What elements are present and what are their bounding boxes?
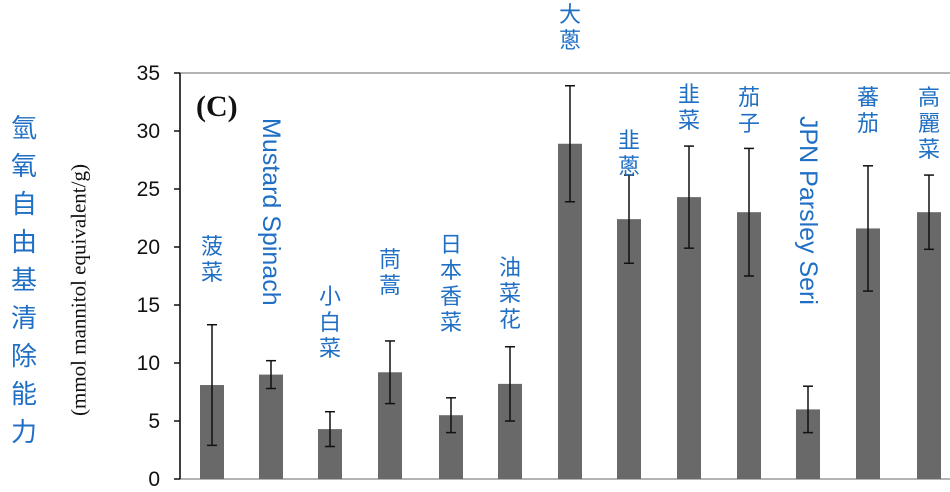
y-tick-label: 35 (137, 62, 160, 85)
category-label: 菜 (499, 282, 521, 307)
category-label: 菠 (201, 235, 223, 260)
category-label: 小 (319, 285, 341, 310)
category-label: 茄 (738, 86, 760, 111)
y-tick-label: 15 (137, 294, 160, 317)
bar (259, 374, 283, 479)
y-axis: 0 5 10 15 20 25 30 35 (137, 62, 181, 491)
category-label: 蕃 (857, 86, 879, 111)
category-label: 菜 (678, 109, 700, 134)
category-label: 子 (738, 112, 760, 137)
category-label: 菜 (440, 311, 462, 336)
error-bars (207, 85, 934, 448)
category-label: 蒿 (379, 274, 401, 299)
category-label: 油 (499, 256, 521, 281)
y-tick-label: 30 (137, 120, 160, 143)
category-label: 高 (918, 86, 940, 111)
y-tick-label: 5 (148, 410, 160, 433)
category-label: 菜 (918, 138, 940, 163)
category-label: 日 (440, 233, 462, 258)
category-label: 麗 (918, 112, 940, 137)
category-label: 韭 (618, 129, 640, 154)
category-label: 白 (319, 311, 341, 336)
y-tick-label: 25 (137, 178, 160, 201)
category-label: JPN Parsley Seri (794, 116, 822, 305)
y-tick-label: 10 (137, 352, 160, 375)
y-tick-label: 0 (148, 468, 160, 491)
category-label: 韭 (678, 83, 700, 108)
category-label: 茄 (857, 112, 879, 137)
category-label: 菜 (319, 337, 341, 362)
category-label: 香 (440, 285, 462, 310)
category-label: 蔥 (559, 29, 581, 54)
category-label: 大 (559, 3, 581, 28)
category-label: Mustard Spinach (257, 118, 285, 306)
category-label: 本 (440, 259, 462, 284)
panel-label: (C) (196, 90, 238, 123)
y-axis-title-cjk: 氫氧自由基清除能力 (10, 114, 37, 448)
bar (917, 212, 941, 479)
category-label: 茼 (379, 248, 401, 273)
y-tick-label: 20 (137, 236, 160, 259)
category-label: 菜 (201, 261, 223, 286)
category-label: 花 (499, 308, 521, 333)
category-label: 蔥 (618, 155, 640, 180)
